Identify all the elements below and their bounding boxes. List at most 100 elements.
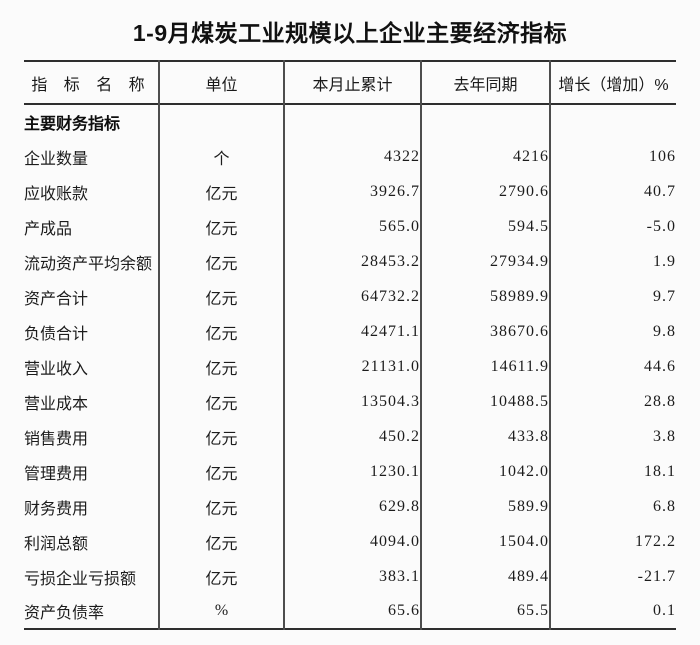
cell-month-to-date: 450.2 xyxy=(284,419,422,454)
cell-unit: 亿元 xyxy=(159,349,285,384)
cell-growth-percent: 9.7 xyxy=(653,287,676,305)
cell-unit: 亿元 xyxy=(159,559,285,594)
cell-same-period-last-year: 433.8 xyxy=(421,419,551,454)
table-row: 资产合计 亿元 64732.2 58989.9 9.7 xyxy=(24,279,676,314)
cell-same-period-last-year: 594.5 xyxy=(421,209,551,244)
cell-indicator-name: 企业数量 xyxy=(24,139,160,174)
cell-growth-percent: 40.7 xyxy=(644,182,676,200)
cell-same-period-last-year: 2790.6 xyxy=(421,174,551,209)
cell-growth-percent: 3.8 xyxy=(653,427,676,445)
table-row: 资产负债率 % 65.6 65.5 0.1 xyxy=(24,594,676,629)
cell-month-to-date: 13504.3 xyxy=(284,384,422,419)
cell-same-period-last-year xyxy=(421,104,551,139)
cell-unit xyxy=(159,104,285,139)
table-body: 主要财务指标 企业数量 个 4322 4216 106 应收账款 亿元 3926… xyxy=(24,104,676,629)
cell-month-to-date: 65.6 xyxy=(284,594,422,629)
cell-indicator-name: 应收账款 xyxy=(24,174,160,209)
cell-unit: 亿元 xyxy=(159,419,285,454)
cell-unit: 亿元 xyxy=(159,489,285,524)
cell-same-period-last-year: 4216 xyxy=(421,139,551,174)
col-header-indicator-name: 指 标 名 称 xyxy=(24,61,160,104)
cell-indicator-name: 资产负债率 xyxy=(24,594,160,629)
cell-growth-percent: -21.7 xyxy=(637,567,676,585)
col-header-same-period-last-year: 去年同期 xyxy=(421,61,551,104)
cell-same-period-last-year: 589.9 xyxy=(421,489,551,524)
cell-growth-percent: 18.1 xyxy=(644,462,676,480)
col-header-month-to-date: 本月止累计 xyxy=(284,61,422,104)
col-header-growth-percent: 增长（增加）% xyxy=(558,76,669,94)
cell-unit: 亿元 xyxy=(159,279,285,314)
cell-month-to-date: 4322 xyxy=(284,139,422,174)
cell-growth-percent: 1.9 xyxy=(653,252,676,270)
cell-indicator-name: 销售费用 xyxy=(24,419,160,454)
cell-month-to-date: 565.0 xyxy=(284,209,422,244)
cell-indicator-name: 财务费用 xyxy=(24,489,160,524)
table-row: 产成品 亿元 565.0 594.5 -5.0 xyxy=(24,209,676,244)
cell-indicator-name: 流动资产平均余额 xyxy=(24,244,160,279)
table-row: 营业成本 亿元 13504.3 10488.5 28.8 xyxy=(24,384,676,419)
table-row: 销售费用 亿元 450.2 433.8 3.8 xyxy=(24,419,676,454)
table-row: 主要财务指标 xyxy=(24,104,676,139)
cell-unit: 亿元 xyxy=(159,314,285,349)
cell-same-period-last-year: 27934.9 xyxy=(421,244,551,279)
cell-indicator-name: 产成品 xyxy=(24,209,160,244)
cell-same-period-last-year: 65.5 xyxy=(421,594,551,629)
cell-same-period-last-year: 14611.9 xyxy=(421,349,551,384)
cell-unit: 亿元 xyxy=(159,209,285,244)
table-row: 负债合计 亿元 42471.1 38670.6 9.8 xyxy=(24,314,676,349)
cell-growth-percent: 9.8 xyxy=(653,322,676,340)
col-header-unit: 单位 xyxy=(159,61,285,104)
page-title: 1-9月煤炭工业规模以上企业主要经济指标 xyxy=(132,20,568,46)
indicators-table: 指 标 名 称 单位 本月止累计 去年同期 增长（增加）% 主要财务指标 企业数… xyxy=(24,60,676,630)
cell-growth-percent: 0.1 xyxy=(653,602,676,619)
cell-month-to-date: 629.8 xyxy=(284,489,422,524)
cell-indicator-name: 负债合计 xyxy=(24,314,160,349)
cell-month-to-date: 21131.0 xyxy=(284,349,422,384)
cell-unit: 亿元 xyxy=(159,244,285,279)
cell-growth-percent: 106 xyxy=(649,147,676,165)
cell-growth-percent: 28.8 xyxy=(644,392,676,410)
table-row: 企业数量 个 4322 4216 106 xyxy=(24,139,676,174)
cell-indicator-name: 亏损企业亏损额 xyxy=(24,559,160,594)
cell-month-to-date: 1230.1 xyxy=(284,454,422,489)
cell-growth-percent xyxy=(550,104,676,139)
table-row: 亏损企业亏损额 亿元 383.1 489.4 -21.7 xyxy=(24,559,676,594)
cell-same-period-last-year: 10488.5 xyxy=(421,384,551,419)
cell-indicator-name: 主要财务指标 xyxy=(24,104,160,139)
cell-growth-percent: 44.6 xyxy=(644,357,676,375)
table-row: 流动资产平均余额 亿元 28453.2 27934.9 1.9 xyxy=(24,244,676,279)
cell-unit: 亿元 xyxy=(159,174,285,209)
cell-growth-percent: 6.8 xyxy=(653,497,676,515)
cell-unit: % xyxy=(159,594,285,629)
cell-month-to-date: 4094.0 xyxy=(284,524,422,559)
cell-same-period-last-year: 58989.9 xyxy=(421,279,551,314)
cell-month-to-date: 64732.2 xyxy=(284,279,422,314)
cell-month-to-date: 42471.1 xyxy=(284,314,422,349)
cell-same-period-last-year: 1504.0 xyxy=(421,524,551,559)
table-row: 营业收入 亿元 21131.0 14611.9 44.6 xyxy=(24,349,676,384)
table-row: 应收账款 亿元 3926.7 2790.6 40.7 xyxy=(24,174,676,209)
cell-indicator-name: 管理费用 xyxy=(24,454,160,489)
cell-unit: 个 xyxy=(159,139,285,174)
cell-growth-percent: -5.0 xyxy=(646,217,676,235)
cell-month-to-date: 3926.7 xyxy=(284,174,422,209)
cell-unit: 亿元 xyxy=(159,454,285,489)
cell-month-to-date xyxy=(284,104,422,139)
cell-indicator-name: 营业成本 xyxy=(24,384,160,419)
cell-indicator-name: 资产合计 xyxy=(24,279,160,314)
table-row: 管理费用 亿元 1230.1 1042.0 18.1 xyxy=(24,454,676,489)
table-row: 财务费用 亿元 629.8 589.9 6.8 xyxy=(24,489,676,524)
cell-month-to-date: 383.1 xyxy=(284,559,422,594)
cell-indicator-name: 营业收入 xyxy=(24,349,160,384)
cell-unit: 亿元 xyxy=(159,524,285,559)
cell-indicator-name: 利润总额 xyxy=(24,524,160,559)
cell-same-period-last-year: 1042.0 xyxy=(421,454,551,489)
table-row: 利润总额 亿元 4094.0 1504.0 172.2 xyxy=(24,524,676,559)
cell-month-to-date: 28453.2 xyxy=(284,244,422,279)
header-row: 指 标 名 称 单位 本月止累计 去年同期 增长（增加）% xyxy=(24,61,676,104)
cell-growth-percent: 172.2 xyxy=(635,532,676,550)
cell-unit: 亿元 xyxy=(159,384,285,419)
cell-same-period-last-year: 38670.6 xyxy=(421,314,551,349)
cell-same-period-last-year: 489.4 xyxy=(421,559,551,594)
